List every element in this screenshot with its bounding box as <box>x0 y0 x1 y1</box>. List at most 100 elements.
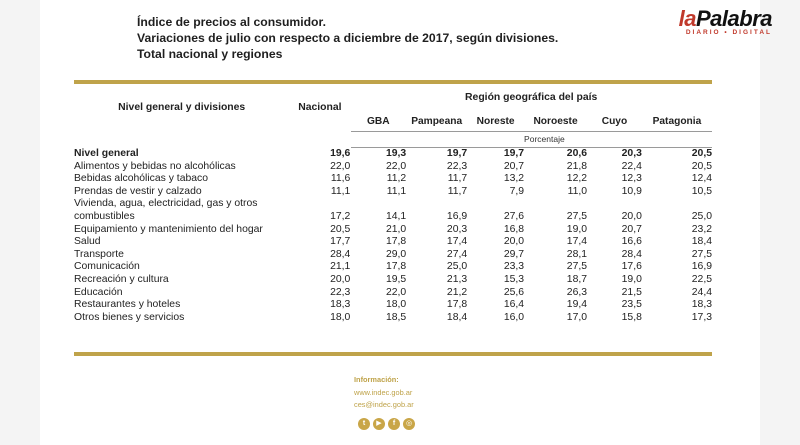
row-label: Alimentos y bebidas no alcohólicas <box>74 160 236 172</box>
region-value: 11,1 <box>386 185 407 197</box>
region-value: 22,3 <box>446 160 468 172</box>
region-value: 16,4 <box>503 299 525 311</box>
region-value: 18,4 <box>446 311 468 323</box>
region-value: 17,0 <box>566 311 588 323</box>
row-label: Bebidas alcohólicas y tabaco <box>74 173 209 185</box>
region-value: 15,3 <box>503 273 525 285</box>
region-value: 27,5 <box>566 210 588 222</box>
region-value: 15,8 <box>621 311 642 323</box>
region-value: 20,0 <box>503 236 525 248</box>
region-value: 18,5 <box>385 311 407 323</box>
region-value: 12,2 <box>566 173 588 185</box>
title-line-3: Total nacional y regiones <box>137 47 283 61</box>
region-value: 21,0 <box>385 223 407 235</box>
region-value: 28,1 <box>566 248 588 260</box>
region-value: 19,0 <box>566 223 588 235</box>
table-row: Restaurantes y hoteles 18,3 18,0 17,8 16,4 19… <box>74 299 712 312</box>
region-value: 21,8 <box>566 160 588 172</box>
region-value: 22,0 <box>385 286 407 298</box>
region-value: 20,7 <box>621 223 642 235</box>
region-value: 27,5 <box>566 261 588 273</box>
right-margin-band <box>760 0 800 445</box>
region-value: 17,8 <box>385 236 407 248</box>
email-link[interactable]: ces@indec.gob.ar <box>354 400 414 409</box>
column-header-region: Noreste <box>476 115 515 127</box>
table-row: Vivienda, agua, electricidad, gas y otro… <box>74 198 712 223</box>
social-icons: t ▶ f ◎ <box>358 418 415 430</box>
table-row: Salud 17,7 17,8 17,4 20,0 17,4 16,6 18,4 <box>74 236 712 249</box>
region-group-header: Región geográfica del país <box>465 91 598 103</box>
region-value: 19,4 <box>566 299 588 311</box>
national-value: 22,0 <box>330 160 351 172</box>
region-value: 16,9 <box>691 261 712 273</box>
national-value: 11,6 <box>330 173 351 185</box>
row-label: Comunicación <box>74 261 140 273</box>
region-value: 29,7 <box>503 248 525 260</box>
column-header-national: Nacional <box>298 101 342 113</box>
column-header-region: Patagonia <box>652 115 702 127</box>
left-margin-band <box>0 0 40 445</box>
region-value: 12,4 <box>691 173 712 185</box>
row-label-line: Vivienda, agua, electricidad, gas y otro… <box>74 198 258 210</box>
region-value: 25,0 <box>691 210 712 222</box>
instagram-icon[interactable]: ◎ <box>403 418 415 430</box>
column-header-region: Cuyo <box>601 115 628 127</box>
region-value: 7,9 <box>509 185 525 197</box>
region-value: 19,3 <box>385 148 407 159</box>
region-value: 27,6 <box>503 210 525 222</box>
region-value: 18,7 <box>566 273 588 285</box>
region-value: 23,3 <box>503 261 525 273</box>
region-value: 19,7 <box>446 148 468 159</box>
unit-label: Porcentaje <box>524 133 565 144</box>
region-value: 11,7 <box>447 173 468 185</box>
region-value: 28,4 <box>621 248 642 260</box>
brand-logo[interactable]: laPalabra DIARIO • DIGITAL <box>660 6 773 36</box>
region-value: 18,4 <box>691 236 712 248</box>
bottom-gold-rule <box>74 352 712 356</box>
cpi-table: Nivel general y divisiones Nacional Regi… <box>74 84 712 324</box>
region-value: 12,3 <box>621 173 642 185</box>
logo-name: Palabra <box>696 6 773 31</box>
header-bottom-rule <box>351 147 712 148</box>
national-value: 11,1 <box>330 185 351 197</box>
table-row: Transporte 28,4 29,0 27,4 29,7 28,1 28,4 27,5 <box>74 249 712 262</box>
logo-tagline: DIARIO • DIGITAL <box>685 29 772 36</box>
region-value: 21,5 <box>621 286 642 298</box>
region-value: 22,4 <box>621 160 642 172</box>
title-line-1: Índice de precios al consumidor. <box>137 15 326 29</box>
column-header-region: GBA <box>366 115 390 127</box>
region-value: 16,9 <box>446 210 468 222</box>
row-label: Equipamiento y mantenimiento del hogar <box>74 223 263 235</box>
region-header-rule <box>351 131 712 132</box>
region-value: 10,9 <box>621 185 642 197</box>
national-value: 21,1 <box>330 261 351 273</box>
facebook-icon[interactable]: f <box>388 418 400 430</box>
region-value: 27,4 <box>446 248 468 260</box>
region-value: 17,6 <box>621 261 642 273</box>
region-value: 20,6 <box>566 148 588 159</box>
region-value: 17,8 <box>446 299 468 311</box>
region-value: 27,5 <box>691 248 712 260</box>
region-value: 16,6 <box>621 236 642 248</box>
region-value: 21,2 <box>446 286 468 298</box>
region-value: 29,0 <box>385 248 407 260</box>
table-row: Recreación y cultura 20,0 19,5 21,3 15,3 18,7… <box>74 274 712 287</box>
general-row: Nivel general 19,6 19,3 19,7 19,7 20,6 20,3 20,… <box>74 146 712 161</box>
youtube-icon[interactable]: ▶ <box>373 418 385 430</box>
row-label: Nivel general <box>74 148 139 159</box>
row-label: Transporte <box>74 248 124 260</box>
national-value: 18,3 <box>330 299 351 311</box>
footer-info: Información: www.indec.gob.ar ces@indec.… <box>354 374 414 412</box>
region-value: 19,5 <box>385 273 407 285</box>
table-row: Bebidas alcohólicas y tabaco 11,6 11,2 11,7… <box>74 173 712 186</box>
region-value: 23,2 <box>691 223 712 235</box>
logo-prefix: la <box>678 6 697 31</box>
region-value: 19,0 <box>621 273 642 285</box>
website-link[interactable]: www.indec.gob.ar <box>354 387 413 397</box>
info-title: Información: <box>354 375 399 384</box>
national-value: 22,3 <box>330 286 351 298</box>
twitter-icon[interactable]: t <box>358 418 370 430</box>
national-value: 20,5 <box>330 223 351 235</box>
row-label: Educación <box>74 286 123 298</box>
region-value: 17,8 <box>385 261 407 273</box>
